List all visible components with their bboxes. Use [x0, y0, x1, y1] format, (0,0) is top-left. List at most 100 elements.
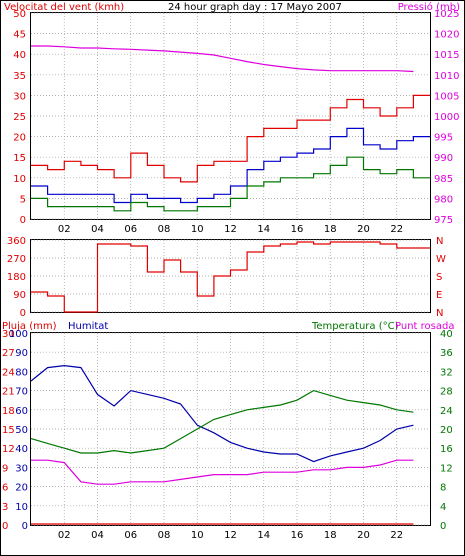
x-tick-label-climate: 14 — [257, 530, 270, 541]
series-layer — [30, 45, 430, 525]
humidity-tick: 0 — [22, 521, 28, 532]
direction-compass-tick: W — [436, 254, 446, 265]
wind-series-wind_avg — [31, 127, 430, 204]
temperature-axis-label: Temperatura (°C) — [311, 321, 399, 332]
direction-degree-tick: 270 — [7, 254, 26, 265]
x-tick-label-climate: 22 — [390, 530, 403, 541]
rain-tick: 21 — [2, 387, 15, 398]
wind-speed-tick: 15 — [13, 153, 26, 164]
humidity-axis-label: Humitat — [68, 321, 108, 332]
pressure-axis-label: Pressió (mb) — [398, 1, 460, 13]
humidity-tick: 90 — [15, 348, 28, 359]
wind-speed-tick: 25 — [13, 112, 26, 123]
humidity-tick: 30 — [15, 463, 28, 474]
x-tick-label-wind: 10 — [191, 224, 204, 235]
temperature-tick: 8 — [440, 483, 446, 494]
pressure-tick: 1025 — [434, 9, 459, 20]
wind-speed-tick: 45 — [13, 30, 26, 41]
pressure-tick: 1005 — [434, 91, 459, 102]
wind-speed-tick: 30 — [13, 91, 26, 102]
x-tick-label-wind: 16 — [291, 224, 304, 235]
pressure-tick: 980 — [434, 194, 453, 205]
dewpoint-axis-label: Punt rosada — [395, 321, 454, 332]
pressure-tick: 975 — [434, 215, 453, 226]
chart-title: 24 hour graph day : 17 Mayo 2007 — [168, 2, 342, 13]
x-tick-label-wind: 06 — [124, 224, 137, 235]
x-tick-label-wind: 20 — [357, 224, 370, 235]
direction-compass-tick: E — [436, 290, 442, 301]
direction-compass-tick: S — [436, 272, 442, 283]
direction-compass-tick: N — [436, 236, 443, 247]
x-tick-label-climate: 04 — [91, 530, 104, 541]
pressure-tick: 990 — [434, 153, 453, 164]
rain-tick: 3 — [2, 502, 8, 513]
humidity-tick: 70 — [15, 387, 28, 398]
climate-series-temperature — [30, 389, 414, 454]
rain-axis-label: Pluja (mm) — [2, 321, 57, 332]
wind-speed-tick: 5 — [20, 194, 26, 205]
temperature-tick: 16 — [440, 444, 453, 455]
wind-direction-line — [31, 241, 430, 313]
wind-panel-frame — [30, 12, 431, 220]
wind-speed-tick: 10 — [13, 174, 26, 185]
x-tick-label-wind: 08 — [158, 224, 171, 235]
climate-series-humidity — [30, 364, 414, 463]
humidity-tick: 40 — [15, 444, 28, 455]
x-tick-label-wind: 14 — [257, 224, 270, 235]
temperature-tick: 0 — [440, 521, 446, 532]
rain-tick: 12 — [2, 444, 15, 455]
temperature-tick: 28 — [440, 387, 453, 398]
climate-series-dewpoint — [31, 459, 414, 485]
rain-tick: 18 — [2, 406, 15, 417]
x-tick-label-wind: 22 — [390, 224, 403, 235]
climate-panel-frame — [30, 332, 431, 526]
pressure-tick: 985 — [434, 174, 453, 185]
x-tick-label-climate: 20 — [357, 530, 370, 541]
rain-tick: 9 — [2, 463, 8, 474]
pressure-line — [31, 45, 414, 73]
humidity-tick: 80 — [15, 367, 28, 378]
humidity-tick: 10 — [15, 502, 28, 513]
rain-tick: 30 — [2, 329, 15, 340]
temperature-tick: 12 — [440, 463, 453, 474]
humidity-tick: 20 — [15, 483, 28, 494]
humidity-tick: 100 — [9, 329, 28, 340]
x-tick-label-wind: 02 — [58, 224, 71, 235]
pressure-tick: 1010 — [434, 71, 459, 82]
x-tick-label-climate: 16 — [291, 530, 304, 541]
x-tick-label-wind: 18 — [324, 224, 337, 235]
temperature-tick: 40 — [440, 329, 453, 340]
direction-degree-tick: 0 — [20, 308, 26, 319]
x-tick-label-climate: 18 — [324, 530, 337, 541]
tick-labels: 0202040406060808101012121414161618182020… — [2, 9, 459, 541]
x-tick-label-climate: 10 — [191, 530, 204, 541]
wind-series-wind_speed — [31, 94, 430, 183]
rain-tick: 27 — [2, 348, 15, 359]
humidity-tick: 50 — [15, 425, 28, 436]
x-tick-label-climate: 06 — [124, 530, 137, 541]
wind-speed-axis-label: Velocitat del vent (kmh) — [4, 2, 124, 13]
wind-speed-tick: 35 — [13, 71, 26, 82]
wind-speed-tick: 50 — [13, 9, 26, 20]
pressure-tick: 1000 — [434, 112, 459, 123]
direction-degree-tick: 360 — [7, 236, 26, 247]
rain-tick: 6 — [2, 483, 8, 494]
direction-degree-tick: 180 — [7, 272, 26, 283]
temperature-tick: 24 — [440, 406, 453, 417]
temperature-tick: 20 — [440, 425, 453, 436]
x-tick-label-wind: 12 — [224, 224, 237, 235]
temperature-tick: 32 — [440, 367, 453, 378]
x-tick-label-climate: 02 — [58, 530, 71, 541]
rain-tick: 0 — [2, 521, 8, 532]
humidity-tick: 60 — [15, 406, 28, 417]
wind-speed-tick: 0 — [20, 215, 26, 226]
x-tick-label-climate: 08 — [158, 530, 171, 541]
direction-panel-frame — [30, 239, 431, 313]
direction-compass-tick: N — [436, 308, 443, 319]
wind-speed-tick: 20 — [13, 133, 26, 144]
direction-degree-tick: 90 — [13, 290, 26, 301]
x-tick-label-climate: 12 — [224, 530, 237, 541]
